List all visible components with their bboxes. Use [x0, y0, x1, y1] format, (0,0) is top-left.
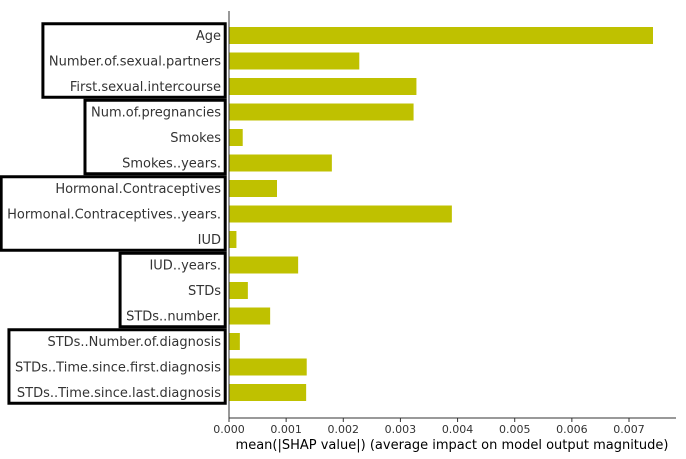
group-boxes — [0, 22, 227, 405]
category-label-7: Hormonal.Contraceptives..years. — [7, 208, 221, 223]
category-labels: Age Number.of.sexual.partners First.sexual… — [7, 29, 221, 401]
category-label-1: Number.of.sexual.partners — [49, 55, 221, 70]
category-label-3: Num.of.pregnancies — [91, 106, 221, 121]
bar-3 — [229, 103, 414, 121]
x-axis: 0.000 0.001 0.002 0.003 0.004 0.005 0.006 0.007 — [213, 11, 676, 436]
x-tick-label-2: 0.002 — [328, 423, 360, 436]
bar-10 — [229, 282, 248, 299]
group-box-4 — [7, 328, 227, 405]
category-label-11: STDs..number. — [126, 310, 221, 325]
x-axis-label: mean(|SHAP value|) (average impact on mo… — [236, 438, 669, 453]
bar-5 — [229, 154, 332, 172]
group-box-3 — [118, 251, 227, 329]
group-box-1 — [83, 98, 227, 176]
category-label-4: Smokes — [170, 131, 221, 146]
bar-12 — [229, 333, 240, 350]
bar-4 — [229, 129, 243, 146]
category-label-8: IUD — [198, 233, 221, 248]
category-label-10: STDs — [188, 284, 221, 299]
category-label-12: STDs..Number.of.diagnosis — [47, 335, 221, 350]
x-tick-label-6: 0.006 — [556, 423, 588, 436]
bar-14 — [229, 384, 307, 401]
bar-2 — [229, 78, 417, 95]
x-tick-label-5: 0.005 — [499, 423, 531, 436]
x-tick-label-3: 0.003 — [385, 423, 417, 436]
bar-8 — [229, 231, 237, 248]
group-box-0 — [41, 22, 227, 99]
x-tick-label-7: 0.007 — [613, 423, 645, 436]
category-label-0: Age — [196, 29, 221, 44]
category-label-13: STDs..Time.since.first.diagnosis — [15, 361, 221, 376]
bar-13 — [229, 358, 307, 376]
bar-7 — [229, 205, 452, 223]
bar-9 — [229, 256, 299, 274]
category-label-9: IUD..years. — [149, 259, 221, 274]
category-label-2: First.sexual.intercourse — [70, 80, 221, 95]
category-label-6: Hormonal.Contraceptives — [55, 182, 221, 197]
group-box-2 — [0, 175, 227, 252]
category-label-14: STDs..Time.since.last.diagnosis — [17, 386, 221, 401]
x-tick-label-4: 0.004 — [442, 423, 474, 436]
bars-layer — [229, 27, 653, 401]
bar-1 — [229, 52, 360, 70]
x-tick-label-1: 0.001 — [270, 423, 302, 436]
bar-6 — [229, 180, 277, 197]
x-tick-label-0: 0.000 — [213, 423, 245, 436]
category-label-5: Smokes..years. — [122, 157, 221, 172]
bar-0 — [229, 27, 653, 44]
bar-11 — [229, 307, 271, 325]
